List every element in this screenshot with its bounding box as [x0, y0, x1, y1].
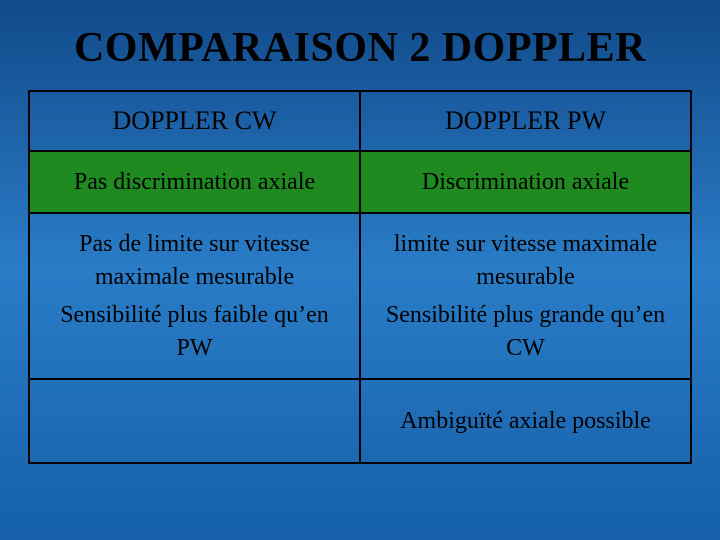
cell-line: Pas de limite sur vitesse maximale mesur…	[42, 228, 347, 293]
slide-title: COMPARAISON 2 DOPPLER	[28, 24, 692, 72]
cell-pw-limits: limite sur vitesse maximale mesurable Se…	[360, 213, 691, 379]
cell-pw-discrimination: Discrimination axiale	[360, 151, 691, 213]
cell-pw-ambiguity: Ambiguïté axiale possible	[360, 379, 691, 463]
cell-line: limite sur vitesse maximale mesurable	[373, 228, 678, 293]
cell-line: Sensibilité plus grande qu’en CW	[373, 299, 678, 364]
comparison-table: DOPPLER CW DOPPLER PW Pas discrimination…	[28, 90, 692, 464]
cell-line: Sensibilité plus faible qu’en PW	[42, 299, 347, 364]
table-header-row: DOPPLER CW DOPPLER PW	[29, 91, 691, 151]
table-row: Pas de limite sur vitesse maximale mesur…	[29, 213, 691, 379]
table-row: Ambiguïté axiale possible	[29, 379, 691, 463]
table-row: Pas discrimination axiale Discrimination…	[29, 151, 691, 213]
cell-cw-discrimination: Pas discrimination axiale	[29, 151, 360, 213]
cell-cw-ambiguity	[29, 379, 360, 463]
col-header-pw: DOPPLER PW	[360, 91, 691, 151]
col-header-cw: DOPPLER CW	[29, 91, 360, 151]
cell-cw-limits: Pas de limite sur vitesse maximale mesur…	[29, 213, 360, 379]
slide: COMPARAISON 2 DOPPLER DOPPLER CW DOPPLER…	[0, 0, 720, 540]
